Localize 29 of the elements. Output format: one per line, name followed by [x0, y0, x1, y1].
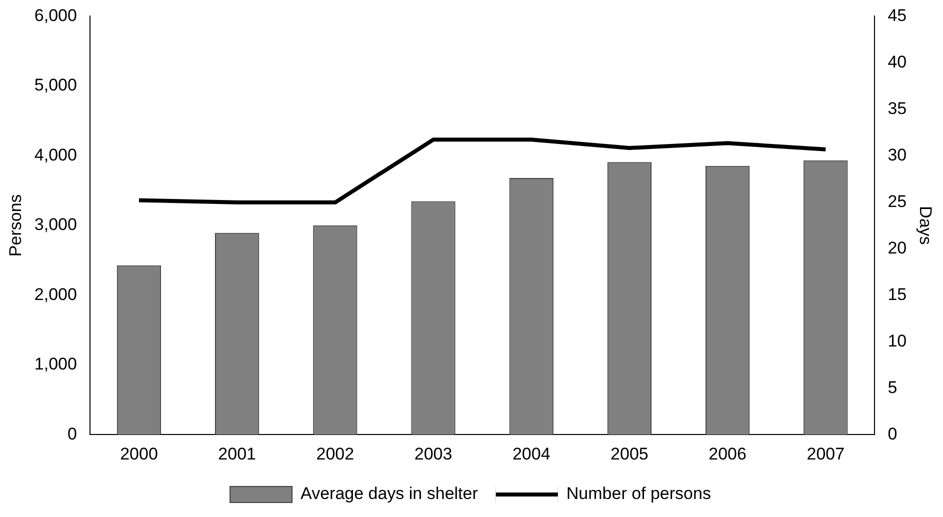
y-tick-label: 0	[67, 424, 77, 444]
y2-tick-label: 35	[888, 98, 907, 118]
y-tick-label: 5,000	[34, 76, 77, 95]
y-tick-label: 2,000	[34, 284, 77, 304]
y-tick-label: 3,000	[34, 215, 77, 234]
x-tick-label: 2000	[120, 444, 158, 464]
y-axis-title: Persons	[6, 194, 25, 257]
y2-tick-label: 45	[888, 6, 907, 25]
x-tick-label: 2001	[218, 444, 256, 464]
legend-label: Average days in shelter	[300, 484, 478, 504]
y2-tick-label: 5	[888, 378, 898, 397]
y-tick-label: 1,000	[34, 354, 77, 374]
y-tick-label: 4,000	[34, 145, 77, 164]
y2-tick-label: 15	[888, 284, 907, 304]
y2-axis-title: Days	[916, 206, 936, 245]
y2-tick-label: 30	[888, 145, 907, 164]
y2-tick-label: 25	[888, 192, 907, 211]
y2-tick-label: 40	[888, 52, 907, 72]
x-tick-label: 2005	[610, 444, 648, 464]
x-tick-label: 2004	[512, 444, 550, 464]
y2-tick-label: 10	[888, 331, 907, 350]
x-tick-label: 2006	[708, 444, 746, 464]
y2-tick-label: 0	[888, 424, 898, 444]
y-tick-label: 6,000	[34, 6, 77, 25]
x-tick-label: 2002	[316, 444, 354, 464]
x-tick-label: 2003	[414, 444, 452, 464]
y2-tick-label: 20	[888, 238, 907, 258]
x-tick-label: 2007	[806, 444, 845, 464]
legend-label: Number of persons	[566, 484, 711, 504]
